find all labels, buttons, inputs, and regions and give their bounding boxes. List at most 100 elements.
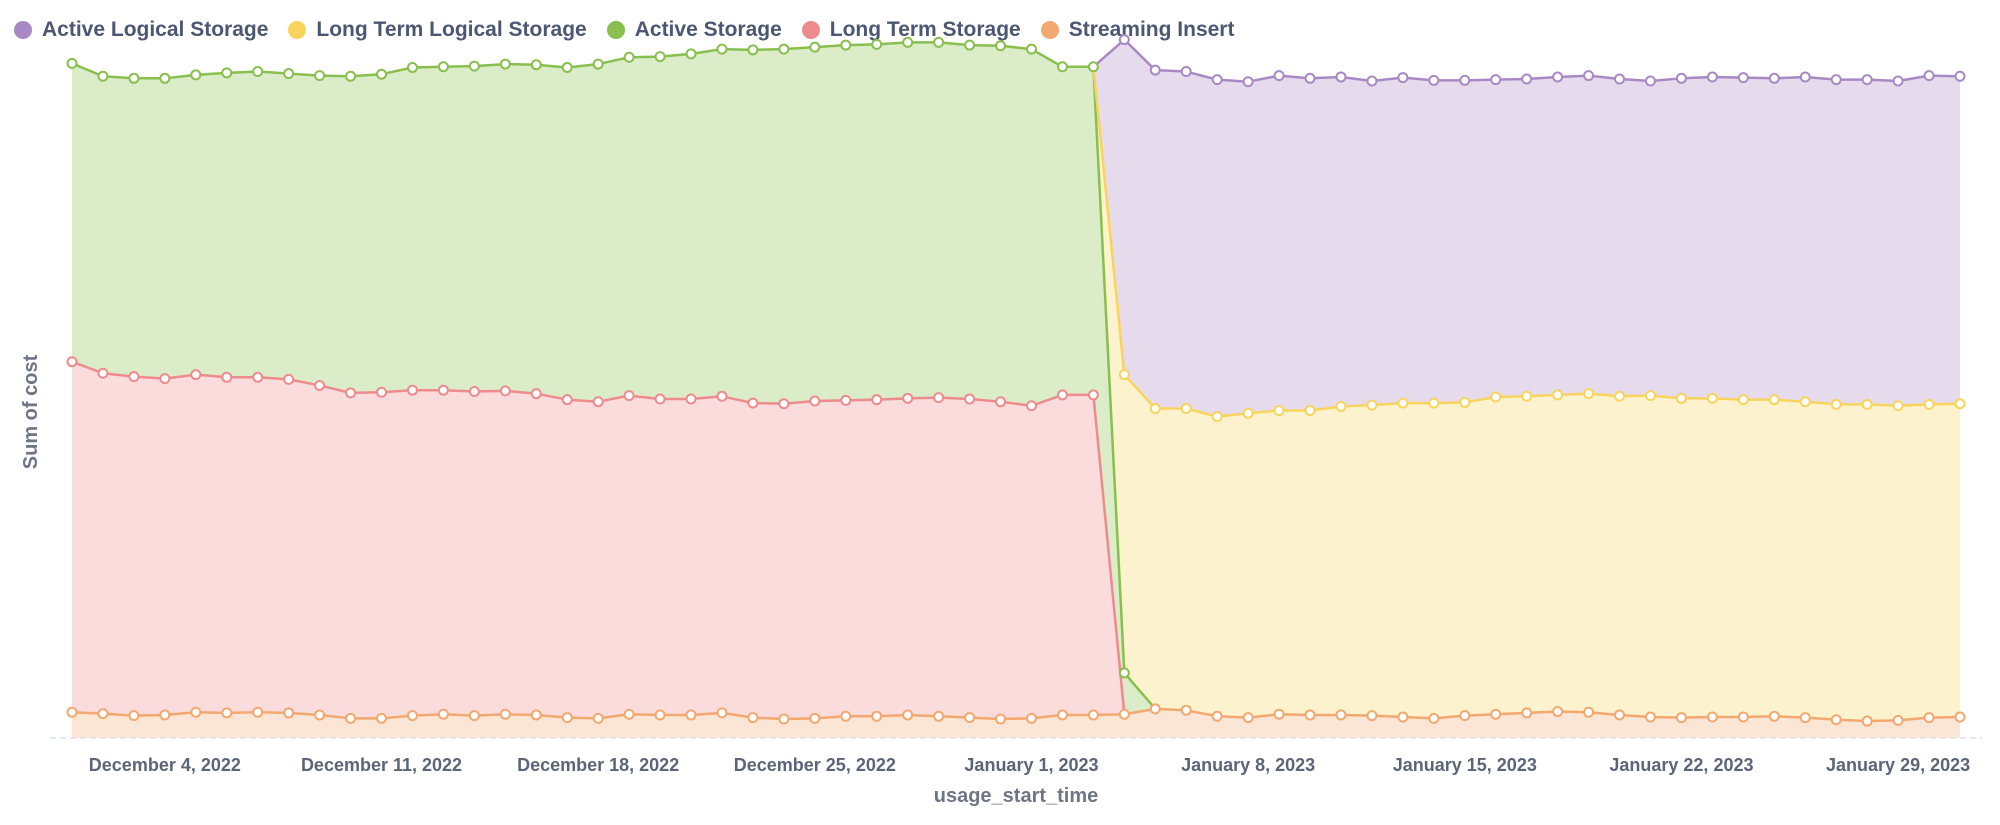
data-point[interactable] [840,39,852,51]
data-point[interactable] [1923,70,1935,82]
data-point[interactable] [1892,714,1904,726]
data-point[interactable] [902,709,914,721]
data-point[interactable] [654,51,666,63]
data-point[interactable] [1056,389,1068,401]
data-point[interactable] [1923,398,1935,410]
data-point[interactable] [1954,398,1966,410]
data-point[interactable] [809,395,821,407]
data-point[interactable] [1737,72,1749,84]
data-point[interactable] [747,44,759,56]
data-point[interactable] [747,397,759,409]
data-point[interactable] [623,708,635,720]
data-point[interactable] [933,392,945,404]
data-point[interactable] [468,710,480,722]
data-point[interactable] [499,58,511,70]
data-point[interactable] [1211,710,1223,722]
data-point[interactable] [314,70,326,82]
data-point[interactable] [685,709,697,721]
data-point[interactable] [1768,710,1780,722]
data-point[interactable] [1397,397,1409,409]
data-point[interactable] [1552,706,1564,718]
data-point[interactable] [190,706,202,718]
data-point[interactable] [685,393,697,405]
data-point[interactable] [592,396,604,408]
data-point[interactable] [1459,396,1471,408]
data-point[interactable] [283,373,295,385]
data-point[interactable] [592,58,604,70]
data-point[interactable] [1304,405,1316,417]
data-point[interactable] [964,39,976,51]
data-point[interactable] [1428,712,1440,724]
data-point[interactable] [437,384,449,396]
data-point[interactable] [1056,709,1068,721]
data-point[interactable] [1861,715,1873,727]
data-point[interactable] [530,709,542,721]
data-point[interactable] [1490,391,1502,403]
data-point[interactable] [778,43,790,55]
data-point[interactable] [437,708,449,720]
data-point[interactable] [128,710,140,722]
legend-item[interactable]: Long Term Storage [801,18,1021,42]
data-point[interactable] [871,38,883,50]
data-point[interactable] [1892,75,1904,87]
data-point[interactable] [221,67,233,79]
data-point[interactable] [1335,709,1347,721]
data-point[interactable] [1552,71,1564,83]
data-point[interactable] [561,394,573,406]
data-point[interactable] [66,57,78,69]
legend-item[interactable]: Active Storage [606,18,782,42]
data-point[interactable] [747,712,759,724]
data-point[interactable] [1242,712,1254,724]
data-point[interactable] [1087,709,1099,721]
data-point[interactable] [66,706,78,718]
data-point[interactable] [159,373,171,385]
data-point[interactable] [1273,708,1285,720]
data-point[interactable] [1737,394,1749,406]
data-point[interactable] [902,392,914,404]
data-point[interactable] [437,61,449,73]
data-point[interactable] [283,707,295,719]
data-point[interactable] [716,43,728,55]
data-point[interactable] [406,710,418,722]
data-point[interactable] [1087,61,1099,73]
data-point[interactable] [561,712,573,724]
data-point[interactable] [778,398,790,410]
data-point[interactable] [530,388,542,400]
data-point[interactable] [1892,400,1904,412]
data-point[interactable] [1490,708,1502,720]
data-point[interactable] [1614,73,1626,85]
data-point[interactable] [190,369,202,381]
data-point[interactable] [1242,76,1254,88]
data-point[interactable] [1118,369,1130,381]
data-point[interactable] [871,394,883,406]
data-point[interactable] [778,713,790,725]
data-point[interactable] [314,709,326,721]
data-point[interactable] [654,393,666,405]
data-point[interactable] [623,390,635,402]
data-point[interactable] [1490,74,1502,86]
data-point[interactable] [345,70,357,82]
data-point[interactable] [1273,405,1285,417]
data-point[interactable] [1366,399,1378,411]
data-point[interactable] [561,61,573,73]
data-point[interactable] [1149,703,1161,715]
data-point[interactable] [995,396,1007,408]
data-point[interactable] [283,68,295,80]
data-point[interactable] [1675,392,1687,404]
data-point[interactable] [1954,711,1966,723]
data-point[interactable] [1583,706,1595,718]
data-point[interactable] [1830,714,1842,726]
data-point[interactable] [159,709,171,721]
data-point[interactable] [871,710,883,722]
data-point[interactable] [1737,711,1749,723]
data-point[interactable] [252,706,264,718]
data-point[interactable] [221,707,233,719]
data-point[interactable] [1614,709,1626,721]
data-point[interactable] [1056,61,1068,73]
data-point[interactable] [468,60,480,72]
data-point[interactable] [1366,710,1378,722]
data-point[interactable] [1428,74,1440,86]
data-point[interactable] [1644,711,1656,723]
data-point[interactable] [1830,74,1842,86]
data-point[interactable] [1087,389,1099,401]
